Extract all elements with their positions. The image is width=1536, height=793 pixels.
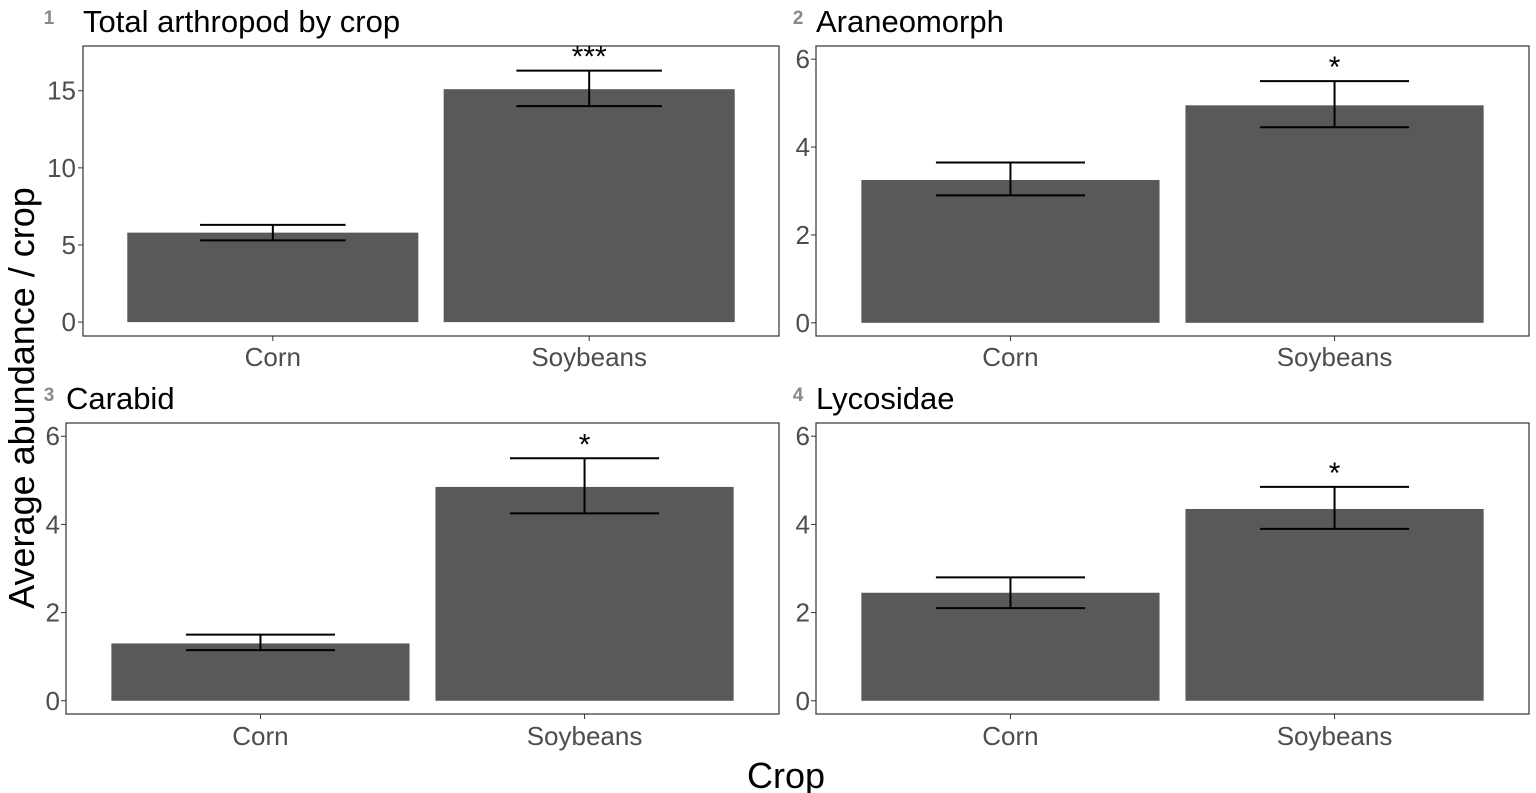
- y-tick-label: 0: [796, 686, 810, 716]
- panel-title: Araneomorph: [816, 4, 1004, 39]
- y-tick-label: 4: [46, 509, 60, 539]
- y-axis-label: Average abundance / crop: [1, 187, 42, 609]
- x-tick-label: Corn: [245, 342, 301, 372]
- y-tick-label: 5: [62, 230, 76, 260]
- y-tick-label: 2: [46, 598, 60, 628]
- bar-corn: [861, 592, 1160, 701]
- panel-number: 1: [44, 8, 55, 29]
- panel-frame: [815, 422, 1530, 715]
- panel-3: 3 Carabid 0 2 4 6 Corn * Soybeans: [44, 381, 780, 751]
- x-tick-label: Corn: [982, 721, 1038, 751]
- significance-marker: *: [579, 428, 591, 461]
- bar-corn: [861, 180, 1160, 323]
- panel-frame: [65, 422, 780, 715]
- significance-marker: ***: [572, 41, 607, 74]
- x-tick-label: Soybeans: [1277, 342, 1393, 372]
- y-tick-label: 6: [796, 421, 810, 451]
- panel-frame: [815, 45, 1530, 337]
- significance-marker: *: [1329, 51, 1341, 84]
- y-tick-label: 0: [62, 307, 76, 337]
- y-tick-label: 0: [796, 308, 810, 338]
- y-tick-label: 15: [47, 76, 76, 106]
- panel-frame: [82, 45, 780, 337]
- panel-4: 4 Lycosidae 0 2 4 6 Corn * Soybeans: [793, 381, 1530, 751]
- x-tick-label: Corn: [982, 342, 1038, 372]
- panel-title: Carabid: [66, 381, 175, 416]
- bar-corn: [111, 643, 410, 701]
- bar-soybeans: [443, 89, 735, 323]
- y-tick-label: 4: [796, 509, 810, 539]
- x-axis-label: Crop: [747, 755, 825, 793]
- y-tick-label: 4: [796, 132, 810, 162]
- x-tick-label: Corn: [232, 721, 288, 751]
- y-tick-label: 2: [796, 598, 810, 628]
- panel-number: 4: [793, 385, 804, 406]
- panel-2: 2 Araneomorph 0 2 4 6 Corn * Soybeans: [793, 4, 1530, 372]
- y-tick-label: 6: [46, 421, 60, 451]
- significance-marker: *: [1329, 457, 1341, 490]
- y-tick-label: 6: [796, 44, 810, 74]
- panel-1: 1 Total arthropod by crop 0 5 10 15 Corn *** Soy…: [44, 4, 780, 372]
- bar-soybeans: [1185, 105, 1484, 323]
- panel-title: Lycosidae: [816, 381, 954, 416]
- x-tick-label: Soybeans: [527, 721, 643, 751]
- bar-corn: [127, 232, 419, 323]
- x-tick-label: Soybeans: [1277, 721, 1393, 751]
- y-tick-label: 10: [47, 153, 76, 183]
- y-tick-label: 0: [46, 686, 60, 716]
- x-tick-label: Soybeans: [531, 342, 647, 372]
- panel-number: 2: [793, 8, 804, 29]
- bar-soybeans: [1185, 508, 1484, 701]
- bar-soybeans: [435, 486, 734, 701]
- panels: 1 Total arthropod by crop051015Corn***Soy…: [44, 4, 1530, 751]
- panel-title: Total arthropod by crop: [83, 4, 400, 39]
- y-tick-label: 2: [796, 220, 810, 250]
- panel-number: 3: [44, 385, 55, 406]
